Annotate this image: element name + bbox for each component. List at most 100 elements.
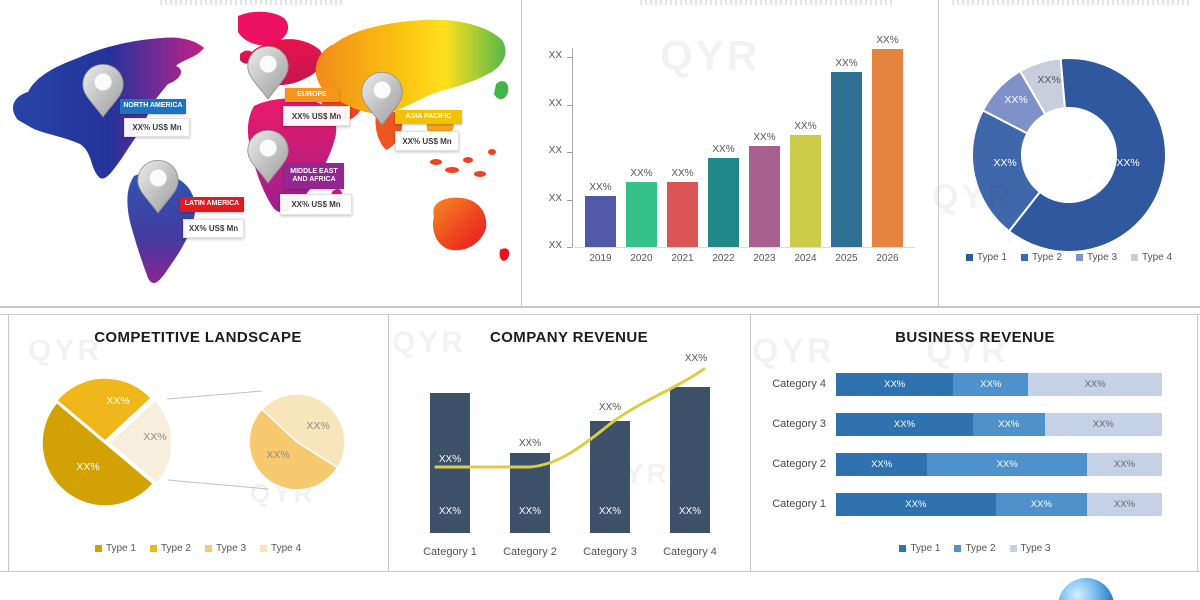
legend-bullet [954,545,962,552]
stacked-bar-segment-type-3: XX% [1044,413,1162,436]
region-value: XX% US$ Mn [280,194,352,215]
business-revenue-title: BUSINESS REVENUE [895,329,1055,346]
value-label: XX% [438,454,462,465]
segment-value-label: XX% [106,395,129,407]
stacked-bar: XX% XX% XX% [836,413,1162,436]
stacked-bar-segment-type-2: XX% [995,493,1087,516]
value-label: XX% [598,402,622,413]
legend-label: Type 2 [965,543,996,554]
bar-bottom-value-label: XX% [518,506,542,517]
location-pin-icon [247,129,289,184]
panel-border [8,315,9,571]
x-axis-tick-label: 2020 [630,253,653,264]
y-axis-tick-label: XX [548,97,562,109]
region-value: XX% US$ Mn [124,118,190,137]
legend-label: Type 1 [976,252,1007,263]
year-bar [831,72,862,247]
panel-region-map: NORTH AMERICA XX% US$ Mn EUROPE XX% US$ Mn A… [0,0,521,306]
competitive-legend: Type 1 Type 2 Type 3 Type 4 [8,543,388,554]
stacked-bar-segment-type-2: XX% [972,413,1045,436]
legend-label: Type 2 [1031,252,1062,263]
stacked-bar: XX% XX% XX% [836,453,1162,476]
stacked-bar-segment-type-2: XX% [953,373,1029,396]
region-value: XX% US$ Mn [183,219,244,238]
row-category-label: Category 4 [772,378,826,390]
company-revenue-title: COMPANY REVENUE [490,329,648,346]
main-pie-slice-detail [107,399,173,485]
panel-border [1197,315,1198,571]
panel-divider [572,48,573,248]
value-label: XX% [518,438,542,449]
segment-value-label: XX% [266,449,289,461]
legend-item-type-2: Type 2 [1020,252,1062,263]
y-axis-tick-mark [567,104,572,106]
panel-donut-chart: QYR XX% XX% XX% XX% Type 1 Type 2 Type 3 Type … [932,0,1200,306]
y-axis-tick-label: XX [548,145,562,156]
world-map [13,11,510,283]
row-category-label: Category 3 [772,418,826,430]
stacked-bar-segment-type-1: XX% [836,453,928,476]
business-revenue-chart: Category 4 XX% XX% XX% Category 3 XX% XX% XX% Ca… [750,313,1200,571]
x-axis-tick-label: 2024 [794,253,817,264]
legend-item-type-1: Type 1 [899,543,940,554]
legend-bullet [205,545,212,552]
stacked-bar-segment-type-1: XX% [836,373,954,396]
map-pins [82,45,403,214]
legend-label: Type 4 [271,543,302,554]
stacked-bar-segment-type-3: XX% [1028,373,1162,396]
year-bar [749,146,780,247]
company-bar [670,387,710,533]
main-pie-slice-type-2 [55,377,153,443]
region-value: XX% US$ Mn [395,131,459,151]
value-label: XX% [684,353,708,364]
legend-bullet [260,545,268,552]
x-axis-category-label: Category 2 [503,546,557,558]
legend-label: Type 1 [105,543,136,554]
legend-bullet [1076,254,1083,261]
legend-item-type-1: Type 1 [94,543,136,554]
donut-segment-type-4 [1018,57,1066,116]
year-bar [872,49,903,247]
legend-bullet [1020,254,1028,261]
panel-border [938,0,939,306]
donut-legend: Type 1 Type 2 Type 3 Type 4 [938,252,1200,263]
y-axis-tick-mark [567,247,572,248]
stacked-bar-segment-type-1: XX% [836,493,996,516]
continent-asia [315,19,506,114]
segment-value-label: XX% [1037,74,1060,86]
clipped-title-remnant-right [952,0,1192,5]
region-japan [494,81,509,100]
year-bar [626,182,657,247]
region-label-asia-pacific: ASIA PACIFIC [395,110,462,124]
legend-bullet [1009,545,1017,552]
trend-line [434,367,706,469]
row-divider-top [0,306,1200,308]
x-axis-category-label: Category 1 [423,546,477,558]
legend-label: Type 3 [216,543,247,554]
legend-label: Type 3 [1087,252,1118,263]
legend-item-type-1: Type 1 [965,252,1007,263]
legend-item-type-3: Type 3 [1009,543,1051,554]
continent-africa [247,98,337,213]
legend-item-type-3: Type 3 [205,543,246,554]
location-pin-icon [361,71,403,126]
continent-greenland [238,11,289,46]
bar-value-label: XX% [589,182,612,193]
y-axis-tick-mark [567,199,572,201]
pie-connector-line [167,479,269,490]
donut-segment-type-1 [1007,57,1167,253]
bar-value-label: XX% [712,144,735,155]
x-axis-line [572,247,915,248]
x-axis-tick-label: 2019 [589,253,612,264]
region-label-europe: EUROPE [285,88,339,102]
year-bar-chart-plot: XX% XX% XX% XX% XX% XX% XX% XX% [585,35,915,247]
competitive-landscape-title: COMPETITIVE LANDSCAPE [94,329,302,346]
bar-value-label: XX% [835,58,858,69]
bar-value-label: XX% [876,35,899,46]
year-bar [708,158,739,247]
stacked-bar-segment-type-3: XX% [1087,453,1162,476]
business-legend: Type 1 Type 2 Type 3 [750,543,1200,554]
segment-value-label: XX% [1116,157,1139,169]
stacked-bar-segment-type-2: XX% [927,453,1087,476]
region-label-latin-america: LATIN AMERICA [180,197,244,212]
